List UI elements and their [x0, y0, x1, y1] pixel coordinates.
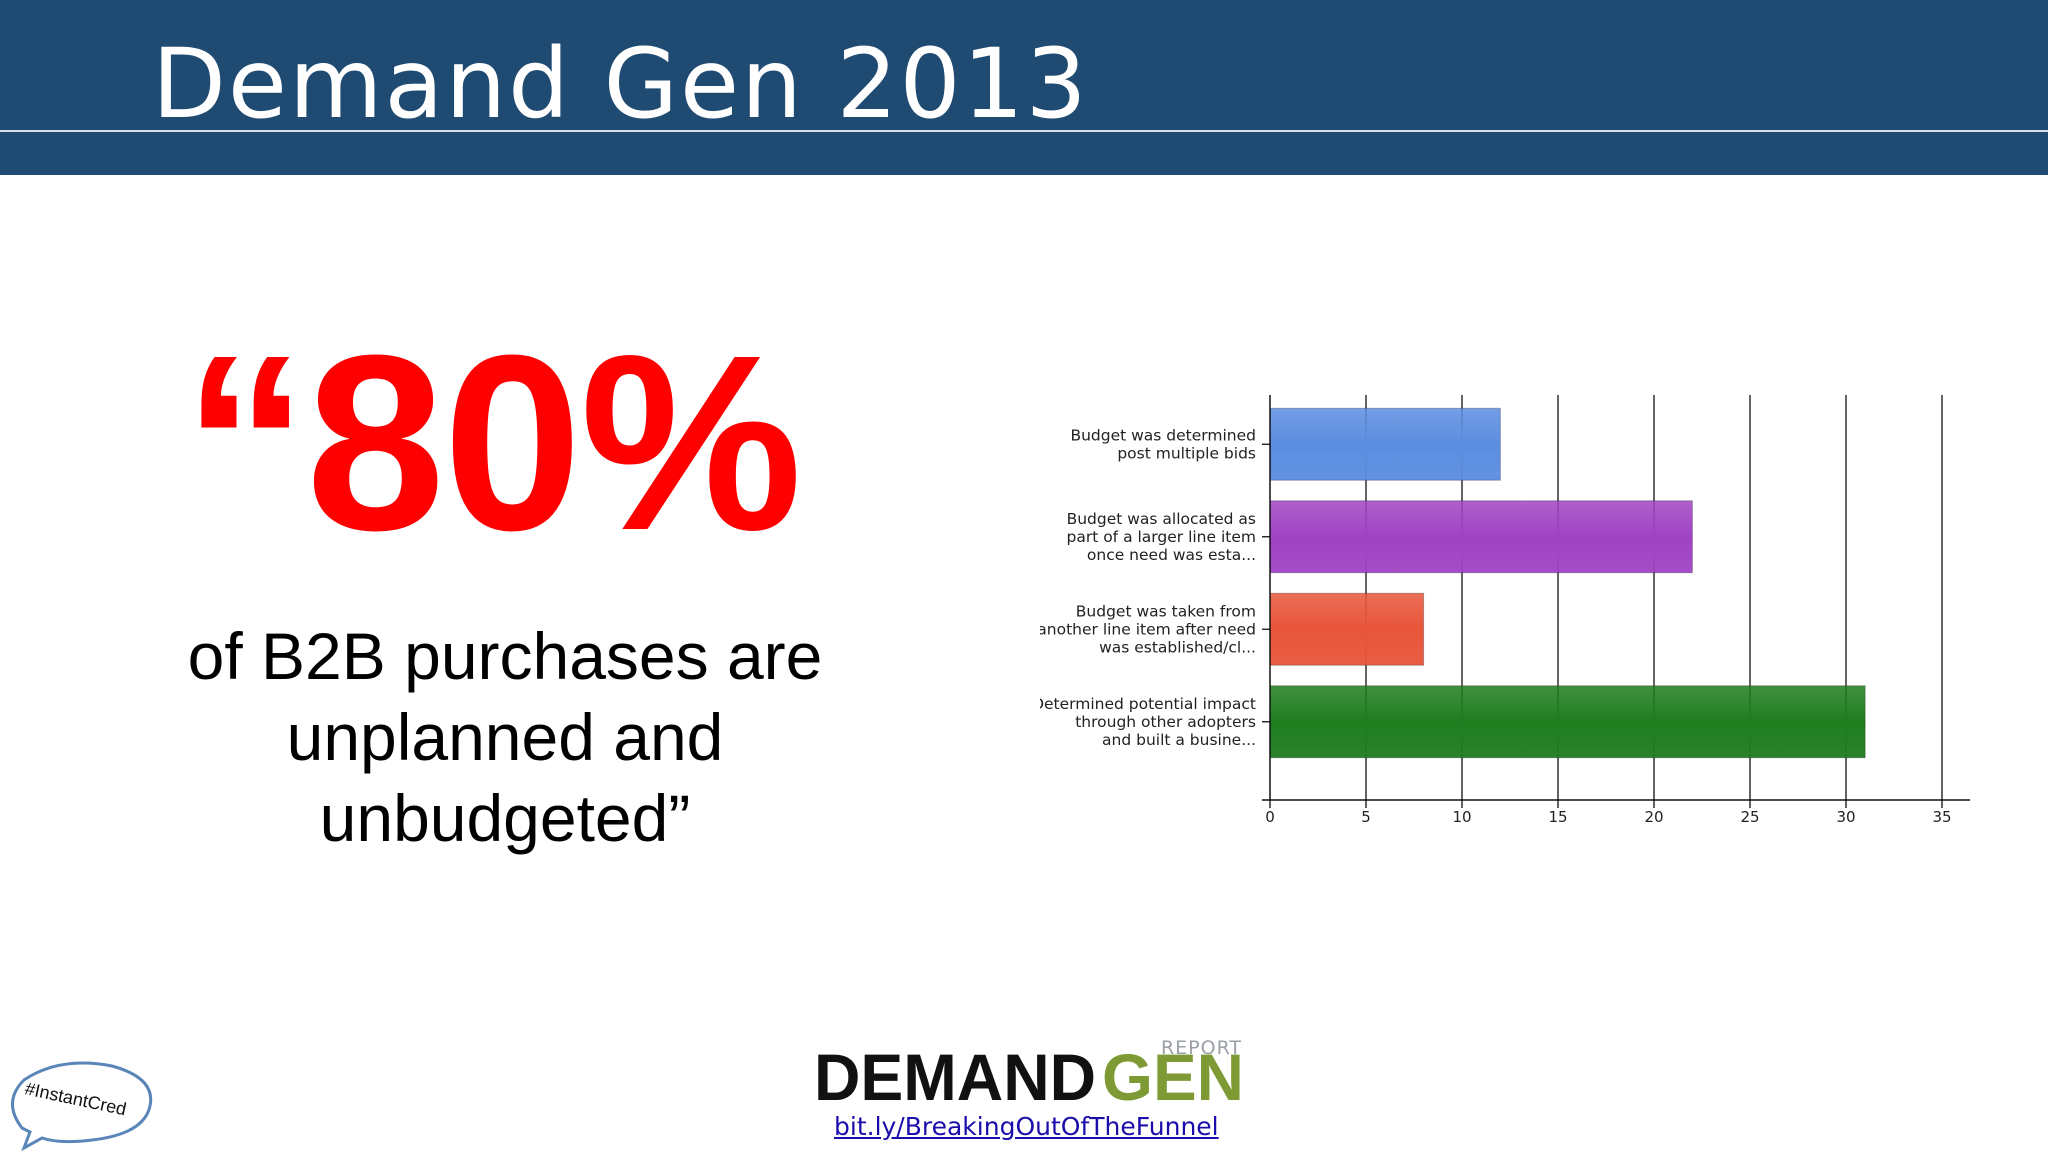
x-tick-label: 10 — [1452, 808, 1471, 826]
category-label: once need was esta... — [1087, 546, 1256, 564]
x-tick-label: 30 — [1836, 808, 1855, 826]
header-bar — [0, 0, 2048, 175]
bar — [1269, 407, 1501, 481]
x-tick-label: 20 — [1644, 808, 1663, 826]
x-tick-label: 35 — [1932, 808, 1951, 826]
quote-line-1: of B2B purchases are — [187, 619, 823, 693]
category-label: post multiple bids — [1117, 444, 1256, 462]
quote-line-2: unplanned and — [286, 700, 724, 774]
headline-stat: “80% — [183, 303, 802, 582]
instantcred-speech-bubble: #InstantCred — [11, 1061, 153, 1152]
category-label: Determined potential impact — [1040, 695, 1256, 713]
chart-axes — [1262, 395, 1970, 808]
x-tick-label: 0 — [1265, 808, 1275, 826]
category-label: was established/cl... — [1099, 638, 1256, 656]
category-label: through other adopters — [1075, 713, 1256, 731]
bar — [1269, 592, 1425, 666]
category-label: part of a larger line item — [1066, 528, 1256, 546]
logo-tag: REPORT — [1161, 1037, 1242, 1059]
chart-tick-labels: 0 5 10 15 20 25 30 35 — [1265, 808, 1951, 826]
category-label: and built a busine... — [1102, 731, 1256, 749]
logo-word-gen: GEN — [1102, 1040, 1244, 1106]
category-label: Budget was allocated as — [1067, 510, 1256, 528]
logo-word-demand: DEMAND — [814, 1040, 1096, 1106]
x-tick-label: 5 — [1361, 808, 1371, 826]
bar — [1269, 685, 1866, 759]
category-label: another line item after need — [1040, 620, 1256, 638]
category-label: Budget was determined — [1070, 426, 1256, 444]
quote-line-3: unbudgeted” — [319, 781, 691, 855]
demand-gen-report-logo: REPORT DEMAND GEN — [814, 1037, 1244, 1106]
bar — [1269, 500, 1693, 574]
slide-title: Demand Gen 2013 — [152, 28, 1089, 140]
x-tick-label: 15 — [1548, 808, 1567, 826]
x-tick-label: 25 — [1740, 808, 1759, 826]
report-link[interactable]: bit.ly/BreakingOutOfTheFunnel — [834, 1112, 1219, 1141]
header-divider — [0, 130, 2048, 132]
quote-text: of B2B purchases are unplanned and unbud… — [100, 616, 910, 859]
chart-bars — [1269, 407, 1866, 759]
category-label: Budget was taken from — [1076, 602, 1256, 620]
